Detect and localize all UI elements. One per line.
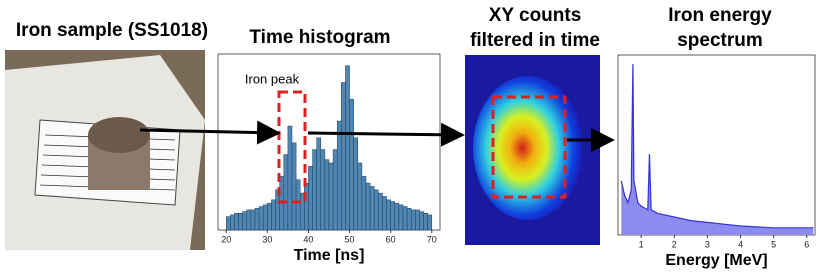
chart-title: Iron energy xyxy=(668,5,772,26)
x-tick-label: 40 xyxy=(303,234,313,244)
bar xyxy=(398,204,404,231)
sample-photo xyxy=(5,50,205,250)
bar xyxy=(382,196,387,231)
bar xyxy=(402,206,408,231)
panel-title: XY counts xyxy=(489,5,582,26)
selection-box xyxy=(277,90,307,204)
bar xyxy=(254,207,260,231)
bar xyxy=(262,204,268,231)
chart-title: Time histogram xyxy=(249,27,390,48)
bar xyxy=(250,209,256,231)
x-tick-label: 60 xyxy=(386,234,396,244)
x-tick-label: 5 xyxy=(771,239,776,249)
arrows xyxy=(139,120,615,152)
bar xyxy=(295,179,301,231)
bar xyxy=(415,209,420,231)
xy-blob xyxy=(473,76,583,220)
x-tick-label: 6 xyxy=(804,239,809,249)
x-tick-label: 50 xyxy=(345,234,355,244)
bar xyxy=(394,202,400,231)
bar xyxy=(291,142,297,231)
x-tick-label: 70 xyxy=(427,234,437,244)
chart-title: spectrum xyxy=(677,30,763,51)
bar xyxy=(357,162,363,231)
bar xyxy=(225,216,231,231)
bar xyxy=(320,149,326,231)
bar xyxy=(238,212,243,231)
x-tick-label: 1 xyxy=(639,239,644,249)
x-axis-label: Time [ns] xyxy=(294,247,365,264)
x-tick-label: 4 xyxy=(738,239,743,249)
bar xyxy=(353,137,359,231)
bar xyxy=(341,82,346,231)
bar xyxy=(349,99,354,231)
bar xyxy=(312,149,317,231)
bar xyxy=(230,214,235,231)
panel-title: filtered in time xyxy=(470,30,600,51)
bar xyxy=(258,206,264,231)
bar xyxy=(316,137,322,231)
x-axis-label: Energy [MeV] xyxy=(665,252,767,269)
bar xyxy=(423,212,428,231)
panel-title: Iron sample (SS1018) xyxy=(16,20,208,41)
bar xyxy=(410,209,416,231)
spectrum-line xyxy=(620,63,814,229)
spectrum-area xyxy=(621,64,814,235)
bar xyxy=(361,176,367,231)
selection-box xyxy=(491,95,567,199)
bar xyxy=(328,162,334,231)
bar xyxy=(246,209,252,231)
bar xyxy=(365,182,371,231)
bar xyxy=(283,154,289,231)
x-tick-label: 20 xyxy=(221,234,231,244)
bar xyxy=(242,211,248,231)
x-tick-label: 30 xyxy=(262,234,272,244)
bar xyxy=(378,192,383,231)
bar xyxy=(386,199,391,231)
bar xyxy=(336,120,342,231)
annotation: Iron peak xyxy=(245,71,300,86)
x-tick-label: 3 xyxy=(705,239,710,249)
bar xyxy=(419,211,424,231)
bar xyxy=(304,182,309,231)
bar xyxy=(332,149,338,231)
bar xyxy=(271,199,276,231)
bar xyxy=(369,186,375,231)
bar xyxy=(390,201,396,231)
bar xyxy=(308,166,313,231)
bar xyxy=(345,65,350,231)
bar xyxy=(373,189,379,231)
bar xyxy=(234,212,239,231)
bar xyxy=(287,125,293,231)
bar xyxy=(267,202,272,231)
bar xyxy=(324,159,330,231)
x-tick-label: 2 xyxy=(672,239,677,249)
bar xyxy=(406,207,412,231)
bar xyxy=(427,214,433,231)
